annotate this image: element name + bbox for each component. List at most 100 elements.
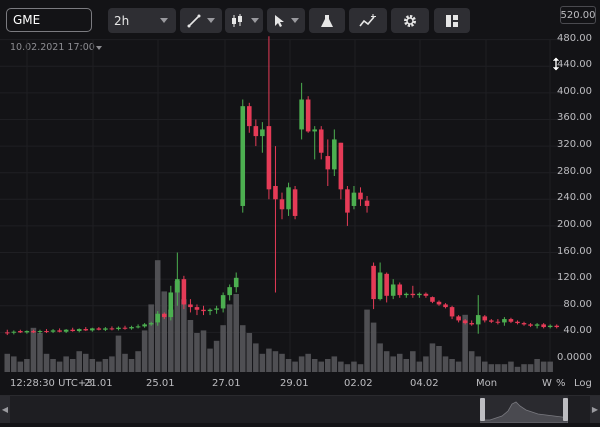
price-tick-label: 40.00 xyxy=(563,325,592,337)
volume-bar xyxy=(141,330,148,372)
candle-body xyxy=(436,301,442,305)
navigator-right-handle[interactable] xyxy=(563,398,568,421)
candle-body xyxy=(214,308,219,310)
candle-body xyxy=(273,186,278,200)
candle-body xyxy=(482,316,488,321)
candle-body xyxy=(247,106,252,127)
candle-body xyxy=(201,309,206,312)
volume-bar xyxy=(207,348,213,372)
settings-button[interactable] xyxy=(391,8,429,33)
drawing-tools-button[interactable] xyxy=(180,8,222,33)
candle-body xyxy=(449,307,455,317)
volume-bar xyxy=(318,361,325,372)
chevron-down-icon[interactable] xyxy=(96,46,102,50)
volume-bar xyxy=(239,325,246,372)
candle-date-label: 10.02.2021 17:00 xyxy=(10,42,95,53)
volume-bar xyxy=(115,335,122,372)
volume-bar xyxy=(246,333,253,372)
volume-bar xyxy=(364,309,370,372)
candle-body xyxy=(260,129,265,137)
volume-bar xyxy=(482,361,488,372)
w-toggle[interactable]: W xyxy=(542,378,552,389)
volume-bar xyxy=(534,359,540,372)
candle-body xyxy=(410,293,416,296)
candle-body xyxy=(116,327,121,330)
navigator-left-handle[interactable] xyxy=(480,398,485,421)
time-tick-label: 29.01 xyxy=(280,378,309,389)
log-toggle[interactable]: Log xyxy=(574,378,592,389)
candle-body xyxy=(554,325,560,328)
candle-body xyxy=(135,326,141,328)
cursor-button[interactable] xyxy=(267,8,305,33)
volume-bar xyxy=(89,359,96,372)
volume-bar xyxy=(82,353,89,372)
candle-body xyxy=(528,324,533,326)
candle-body xyxy=(83,329,89,331)
volume-bar xyxy=(272,351,279,372)
volume-bar xyxy=(168,309,174,372)
scroll-right-button[interactable]: ▶ xyxy=(590,396,600,423)
scroll-left-button[interactable]: ◀ xyxy=(0,396,10,423)
volume-bar xyxy=(370,322,377,372)
candle-type-button[interactable] xyxy=(225,8,263,33)
candle-body xyxy=(489,320,494,322)
price-tick-label: 0.0000 xyxy=(557,352,592,363)
percent-toggle[interactable]: % xyxy=(556,378,566,389)
candle-body xyxy=(129,327,134,329)
volume-bar xyxy=(76,351,82,372)
navigator-scrollbar[interactable]: ◀ ▶ xyxy=(0,395,600,424)
volume-bar xyxy=(220,325,226,372)
candle-body xyxy=(521,323,527,325)
timeframe-select[interactable]: 2h xyxy=(108,8,176,33)
candle-body xyxy=(495,321,501,323)
gear-icon xyxy=(404,14,416,27)
volume-bar xyxy=(17,361,24,372)
volume-bar xyxy=(468,351,475,372)
volume-bar xyxy=(390,356,396,372)
time-tick-label: 02.02 xyxy=(344,378,373,389)
candle-body xyxy=(57,330,62,332)
layout-button[interactable] xyxy=(434,8,470,33)
candle-body xyxy=(103,328,108,330)
candle-body xyxy=(24,331,30,333)
candle-body xyxy=(292,189,298,216)
strategy-tester-button[interactable] xyxy=(309,8,345,33)
volume-bar xyxy=(423,356,429,372)
volume-bar xyxy=(410,351,416,372)
volume-bar xyxy=(50,359,56,372)
navigator-window[interactable] xyxy=(480,396,569,424)
candle-body xyxy=(220,295,226,309)
volume-bar xyxy=(396,353,403,372)
candle-body xyxy=(31,331,36,333)
candle-body xyxy=(299,99,304,130)
candle-body xyxy=(90,328,95,331)
candle-body xyxy=(194,307,200,310)
indicators-button[interactable] xyxy=(349,8,387,33)
candle-body xyxy=(175,279,180,293)
volume-bar xyxy=(521,364,527,372)
candle-body xyxy=(161,313,167,318)
symbol-search-input[interactable] xyxy=(6,8,92,32)
clock-label: 12:28:30 UTC+3 xyxy=(10,378,93,389)
candle-body xyxy=(279,199,285,210)
volume-bar xyxy=(174,281,181,372)
layout-icon xyxy=(446,14,458,27)
candle-body xyxy=(227,287,232,296)
candle-body xyxy=(305,99,311,132)
volume-bar xyxy=(508,361,514,372)
volume-bar xyxy=(488,364,495,372)
volume-bar xyxy=(475,356,482,372)
volume-bar xyxy=(462,314,468,372)
volume-bar xyxy=(403,359,410,372)
volume-bar xyxy=(135,351,141,372)
candle-body xyxy=(253,126,259,137)
volume-bar xyxy=(24,359,30,372)
candle-body xyxy=(11,331,17,333)
volume-bar xyxy=(292,361,298,372)
price-tick-label: 320.00 xyxy=(557,139,592,151)
candle-body xyxy=(155,313,161,323)
volume-bar xyxy=(148,304,154,372)
volume-bar xyxy=(266,348,272,372)
timeframe-label: 2h xyxy=(114,13,130,28)
